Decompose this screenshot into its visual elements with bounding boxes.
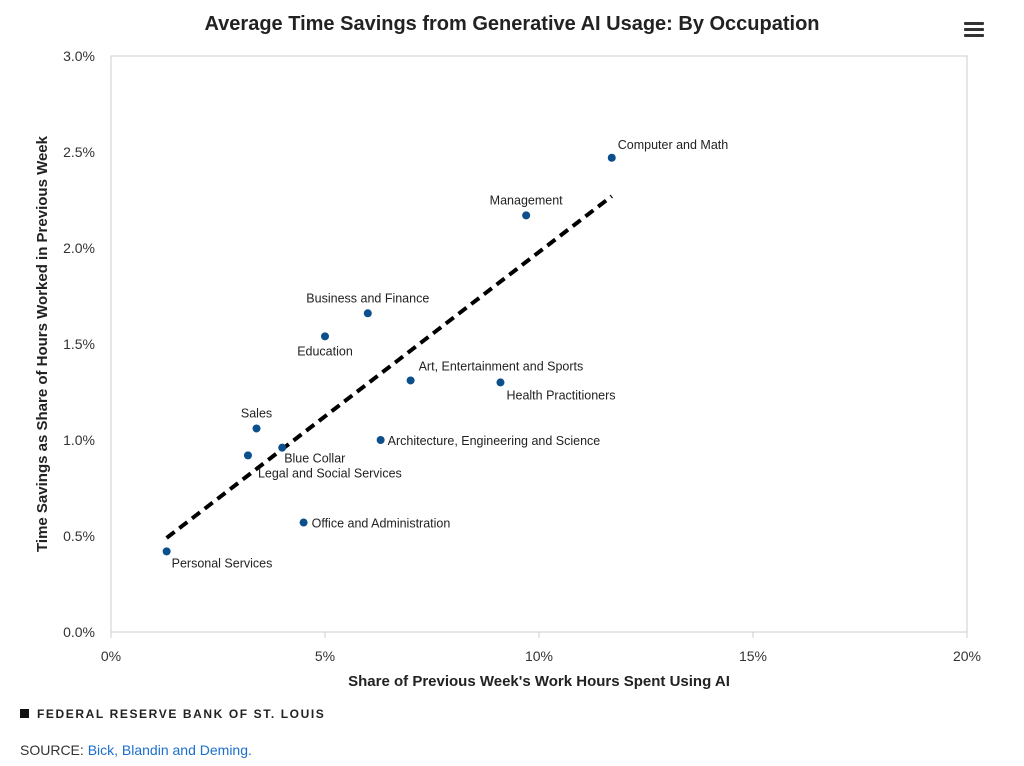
- data-point: [278, 443, 287, 452]
- data-label: Sales: [241, 406, 272, 420]
- brand-footer: FEDERAL RESERVE BANK OF ST. LOUIS: [20, 707, 325, 721]
- data-label: Computer and Math: [618, 138, 729, 152]
- data-label: Office and Administration: [312, 517, 451, 531]
- x-tick-label: 20%: [953, 648, 981, 664]
- x-axis-label: Share of Previous Week's Work Hours Spen…: [348, 673, 730, 690]
- y-tick-label: 1.0%: [63, 432, 95, 448]
- data-label: Health Practitioners: [506, 388, 615, 402]
- data-point: [522, 211, 531, 220]
- data-label: Legal and Social Services: [258, 466, 402, 480]
- plot-area: [110, 55, 968, 633]
- y-tick-label: 3.0%: [63, 48, 95, 64]
- y-tick-label: 1.5%: [63, 336, 95, 352]
- y-axis-label: Time Savings as Share of Hours Worked in…: [34, 135, 51, 552]
- data-label: Personal Services: [172, 556, 273, 570]
- data-point: [406, 376, 415, 385]
- brand-square-icon: [20, 709, 29, 718]
- y-tick-label: 0.0%: [63, 624, 95, 640]
- x-tick-label: 10%: [525, 648, 553, 664]
- data-label: Business and Finance: [306, 291, 429, 305]
- y-tick-label: 2.0%: [63, 240, 95, 256]
- y-tick-label: 0.5%: [63, 528, 95, 544]
- data-point: [243, 451, 252, 460]
- data-point: [496, 378, 505, 387]
- x-tick-label: 15%: [739, 648, 767, 664]
- source-link[interactable]: Bick, Blandin and Deming.: [87, 742, 252, 758]
- source-label: SOURCE:: [20, 742, 84, 758]
- data-label: Art, Entertainment and Sports: [419, 359, 584, 373]
- data-point: [252, 424, 261, 433]
- x-tick-label: 5%: [315, 648, 335, 664]
- data-label: Blue Collar: [284, 452, 345, 466]
- data-label: Education: [297, 344, 353, 358]
- x-tick-label: 0%: [101, 648, 121, 664]
- scatter-chart: Average Time Savings from Generative AI …: [34, 13, 981, 690]
- source-note: SOURCE: Bick, Blandin and Deming.: [20, 742, 252, 758]
- data-point: [321, 332, 329, 341]
- data-point: [363, 309, 372, 318]
- chart-title: Average Time Savings from Generative AI …: [204, 13, 819, 35]
- data-label: Management: [490, 193, 563, 207]
- hamburger-menu-icon[interactable]: [964, 22, 984, 40]
- data-point: [376, 436, 385, 444]
- data-point: [299, 518, 308, 527]
- y-tick-label: 2.5%: [63, 144, 95, 160]
- brand-text: FEDERAL RESERVE BANK OF ST. LOUIS: [37, 707, 326, 721]
- data-point: [607, 153, 616, 162]
- data-label: Architecture, Engineering and Science: [388, 434, 601, 448]
- trend-line: [165, 194, 613, 540]
- data-point: [162, 547, 171, 556]
